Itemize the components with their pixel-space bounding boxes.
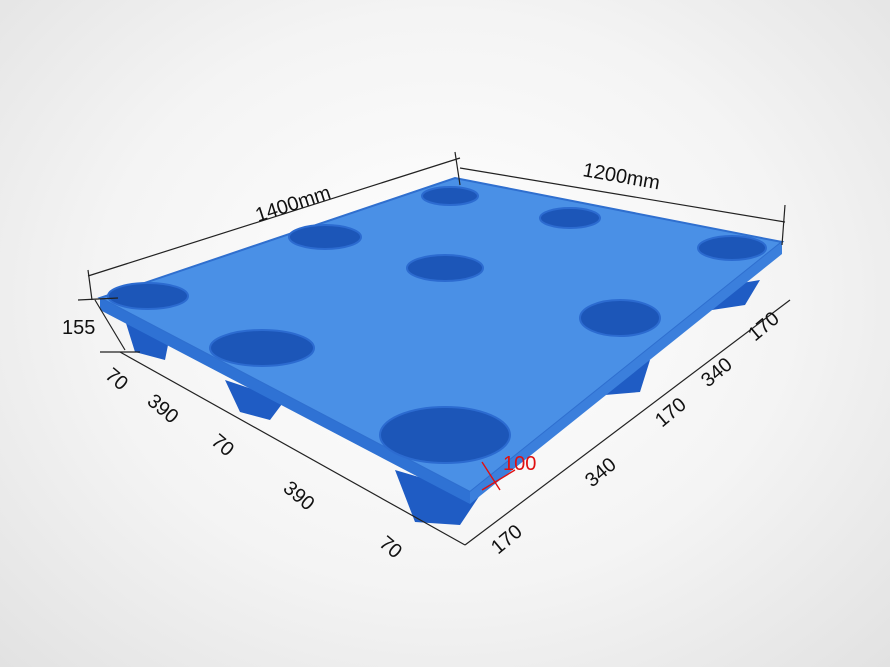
right-dim-2: 340 — [697, 354, 737, 392]
height-label: 155 — [62, 317, 95, 339]
length-label: 1400mm — [253, 182, 334, 227]
left-dim-4: 390 — [279, 477, 319, 515]
left-dim-5: 70 — [375, 532, 406, 563]
foot-height-label: 100 — [503, 453, 536, 475]
right-dim-1: 170 — [744, 308, 784, 346]
dimension-lines — [77, 151, 791, 546]
right-dim-4: 340 — [581, 454, 621, 492]
width-label: 1200mm — [581, 159, 661, 194]
left-dim-3: 70 — [207, 430, 238, 461]
left-dim-2: 390 — [143, 390, 183, 428]
left-dim-1: 70 — [101, 364, 132, 395]
right-dim-3: 170 — [651, 394, 691, 432]
right-dim-5: 170 — [487, 521, 527, 559]
pallet-holes — [107, 186, 767, 464]
pallet-body — [97, 176, 785, 504]
